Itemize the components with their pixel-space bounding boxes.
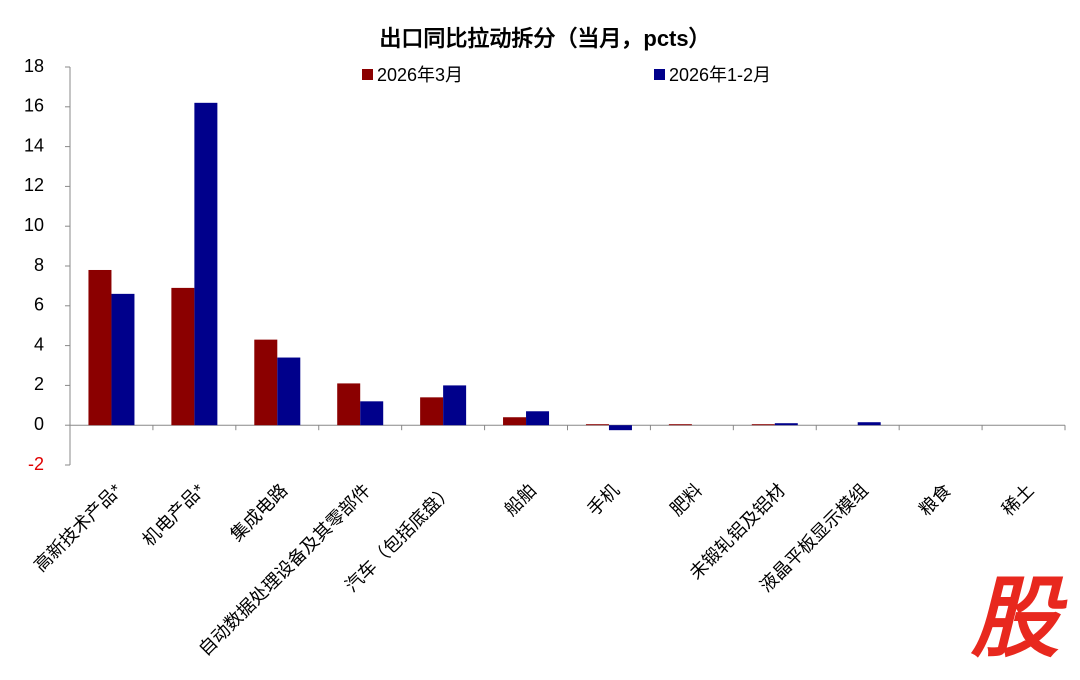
x-tick-label: 肥料 — [666, 480, 706, 520]
bar — [503, 417, 527, 426]
bar — [585, 424, 609, 426]
y-tick-label: 4 — [34, 334, 44, 354]
legend-swatch — [654, 69, 665, 80]
bar — [420, 397, 444, 426]
y-tick-label: 2 — [34, 374, 44, 394]
bar — [608, 425, 632, 431]
bar — [668, 424, 692, 426]
bar — [360, 401, 384, 426]
x-tick-label: 船舶 — [501, 480, 541, 520]
x-tick-label: 稀土 — [998, 480, 1038, 520]
y-tick-label: 6 — [34, 295, 44, 315]
legend-swatch — [362, 69, 373, 80]
bar — [774, 423, 798, 426]
x-tick-label: 粮食 — [915, 480, 955, 520]
y-tick-label: 14 — [24, 135, 44, 155]
bar — [88, 269, 112, 426]
legend-label: 2026年1-2月 — [669, 65, 771, 85]
y-tick-label: 0 — [34, 414, 44, 434]
bar — [857, 422, 881, 426]
y-tick-label: 8 — [34, 255, 44, 275]
bar — [751, 424, 775, 426]
chart-title: 出口同比拉动拆分（当月，pcts） — [379, 26, 710, 51]
bar — [526, 411, 550, 426]
bar — [111, 293, 135, 426]
x-tick-label: 集成电路 — [226, 480, 291, 545]
x-tick-label: 自动数据处理设备及其零部件 — [195, 480, 375, 660]
y-tick-label: -2 — [28, 454, 44, 474]
bar — [277, 357, 301, 426]
bar — [194, 102, 218, 426]
legend-label: 2026年3月 — [377, 65, 463, 85]
x-tick-label: 高新技术产品* — [30, 480, 125, 575]
bar — [337, 383, 361, 426]
x-tick-label: 手机 — [584, 480, 624, 520]
y-tick-label: 18 — [24, 56, 44, 76]
bar — [443, 385, 467, 426]
watermark: 股 — [970, 568, 1068, 667]
bar — [171, 287, 195, 426]
bar — [254, 339, 278, 426]
x-tick-label: 机电产品* — [139, 480, 209, 550]
y-tick-label: 16 — [24, 96, 44, 116]
y-tick-label: 10 — [24, 215, 44, 235]
y-tick-label: 12 — [24, 175, 44, 195]
